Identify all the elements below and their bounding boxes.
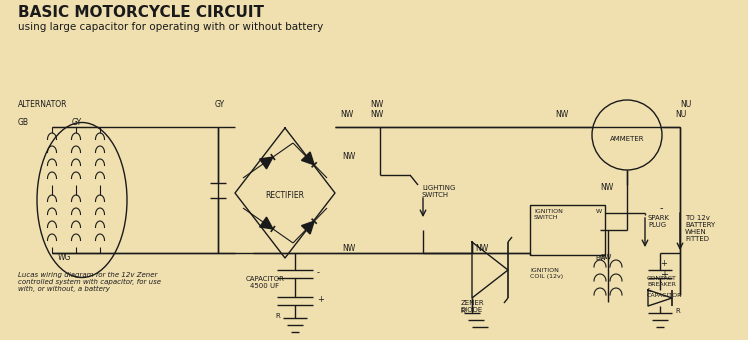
Text: CONTACT
BREAKER
&
CAPACITOR: CONTACT BREAKER & CAPACITOR (647, 276, 682, 299)
Text: CAPACITOR
4500 UF: CAPACITOR 4500 UF (245, 276, 284, 289)
Text: LIGHTING
SWITCH: LIGHTING SWITCH (422, 185, 456, 198)
Text: NW: NW (475, 244, 488, 253)
Text: using large capacitor for operating with or without battery: using large capacitor for operating with… (18, 22, 323, 32)
Text: TO 12v
BATTERY
WHEN
FITTED: TO 12v BATTERY WHEN FITTED (685, 215, 715, 242)
Polygon shape (260, 157, 273, 169)
Text: SPARK
PLUG: SPARK PLUG (648, 215, 670, 228)
Text: +: + (660, 270, 668, 280)
Text: NW: NW (342, 152, 355, 161)
Polygon shape (301, 152, 314, 165)
Text: BW: BW (600, 254, 611, 260)
Text: R: R (675, 308, 680, 314)
Text: R: R (275, 313, 280, 319)
Text: IGNITION
COIL (12v): IGNITION COIL (12v) (530, 268, 563, 279)
Text: -: - (317, 268, 320, 277)
Text: R: R (460, 308, 465, 314)
Text: GY: GY (72, 118, 82, 127)
Text: WG: WG (58, 253, 71, 262)
Text: NW: NW (340, 110, 353, 119)
Text: NW: NW (600, 183, 613, 192)
Text: BW: BW (595, 255, 607, 261)
Text: NW: NW (555, 110, 568, 119)
Text: ZENER
DIODE: ZENER DIODE (460, 300, 484, 313)
Text: RECTIFIER: RECTIFIER (266, 191, 304, 201)
Text: W: W (596, 209, 602, 214)
Text: +: + (660, 259, 667, 268)
Text: NW: NW (370, 100, 383, 109)
Text: NU: NU (675, 110, 686, 119)
Text: GY: GY (215, 100, 225, 109)
Text: NU: NU (680, 100, 691, 109)
Text: IGNITION
SWITCH: IGNITION SWITCH (534, 209, 563, 220)
Text: ALTERNATOR: ALTERNATOR (18, 100, 67, 109)
Text: AMMETER: AMMETER (610, 136, 644, 142)
Polygon shape (260, 217, 273, 229)
Bar (530, 205, 605, 255)
Text: +: + (317, 295, 324, 304)
Text: NW: NW (370, 110, 383, 119)
Polygon shape (301, 221, 314, 234)
Text: BASIC MOTORCYCLE CIRCUIT: BASIC MOTORCYCLE CIRCUIT (18, 5, 264, 20)
Text: Lucas wiring diagram for the 12v Zener
controlled system with capacitor, for use: Lucas wiring diagram for the 12v Zener c… (18, 272, 161, 292)
Text: NW: NW (342, 244, 355, 253)
Text: -: - (660, 203, 663, 213)
Text: GB: GB (18, 118, 29, 127)
